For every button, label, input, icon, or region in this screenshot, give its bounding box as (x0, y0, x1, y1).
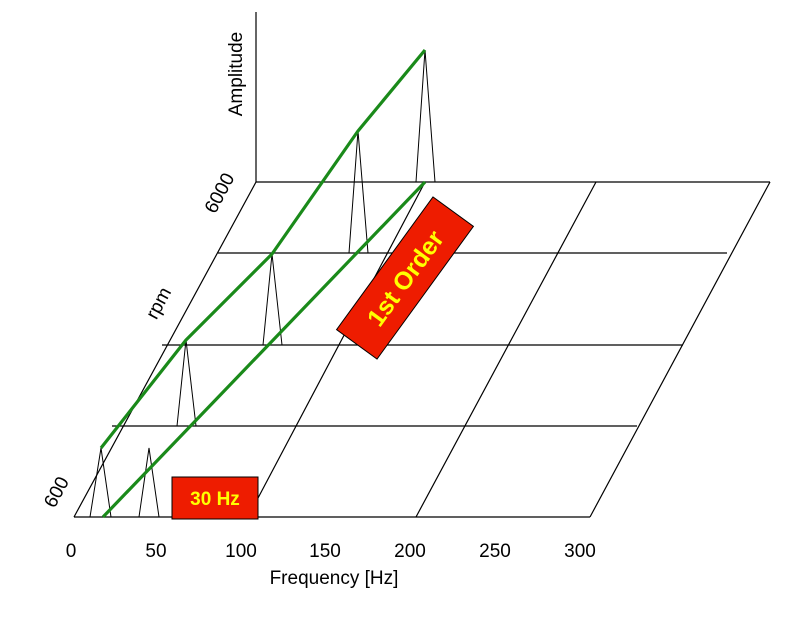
peak-level-5 (415, 49, 436, 183)
x-axis-title: Frequency [Hz] (270, 568, 399, 589)
amplitude-axis-title: Amplitude (226, 32, 247, 117)
peak-level-1-30hz (138, 447, 160, 518)
rpm-low-label: 600 (40, 473, 73, 511)
first-order-label: 1st Order (335, 196, 475, 360)
first-order-base-line (101, 180, 427, 519)
freq-grid-line-0 (73, 181, 257, 518)
rpm-high-label: 6000 (201, 170, 239, 217)
first-order-label-box (335, 196, 475, 360)
frequency-grid-lines (73, 181, 771, 518)
peak-level-2 (176, 339, 197, 427)
x-tick-50: 50 (145, 541, 166, 562)
rpm-axis-title: rpm (142, 284, 176, 323)
freq-grid-line-100 (247, 181, 426, 518)
peak-level-3 (262, 253, 283, 346)
x-tick-0: 0 (66, 541, 77, 562)
rpm-grid-lines (74, 181, 770, 518)
x-tick-250: 250 (479, 541, 511, 562)
frequency-label-text: 30 Hz (190, 489, 240, 510)
peak-level-4 (348, 130, 369, 254)
freq-grid-line-200 (415, 181, 597, 518)
frequency-label-box (171, 476, 259, 520)
x-tick-200: 200 (394, 541, 426, 562)
x-tick-150: 150 (309, 541, 341, 562)
x-tick-100: 100 (225, 541, 257, 562)
frequency-label: 30 Hz (171, 476, 259, 520)
freq-grid-line-300 (589, 181, 771, 518)
x-axis-ticks: 0 50 100 150 200 250 300 (66, 541, 596, 562)
x-tick-300: 300 (564, 541, 596, 562)
order-lines (99, 48, 427, 519)
first-order-peak-trace (99, 48, 427, 449)
